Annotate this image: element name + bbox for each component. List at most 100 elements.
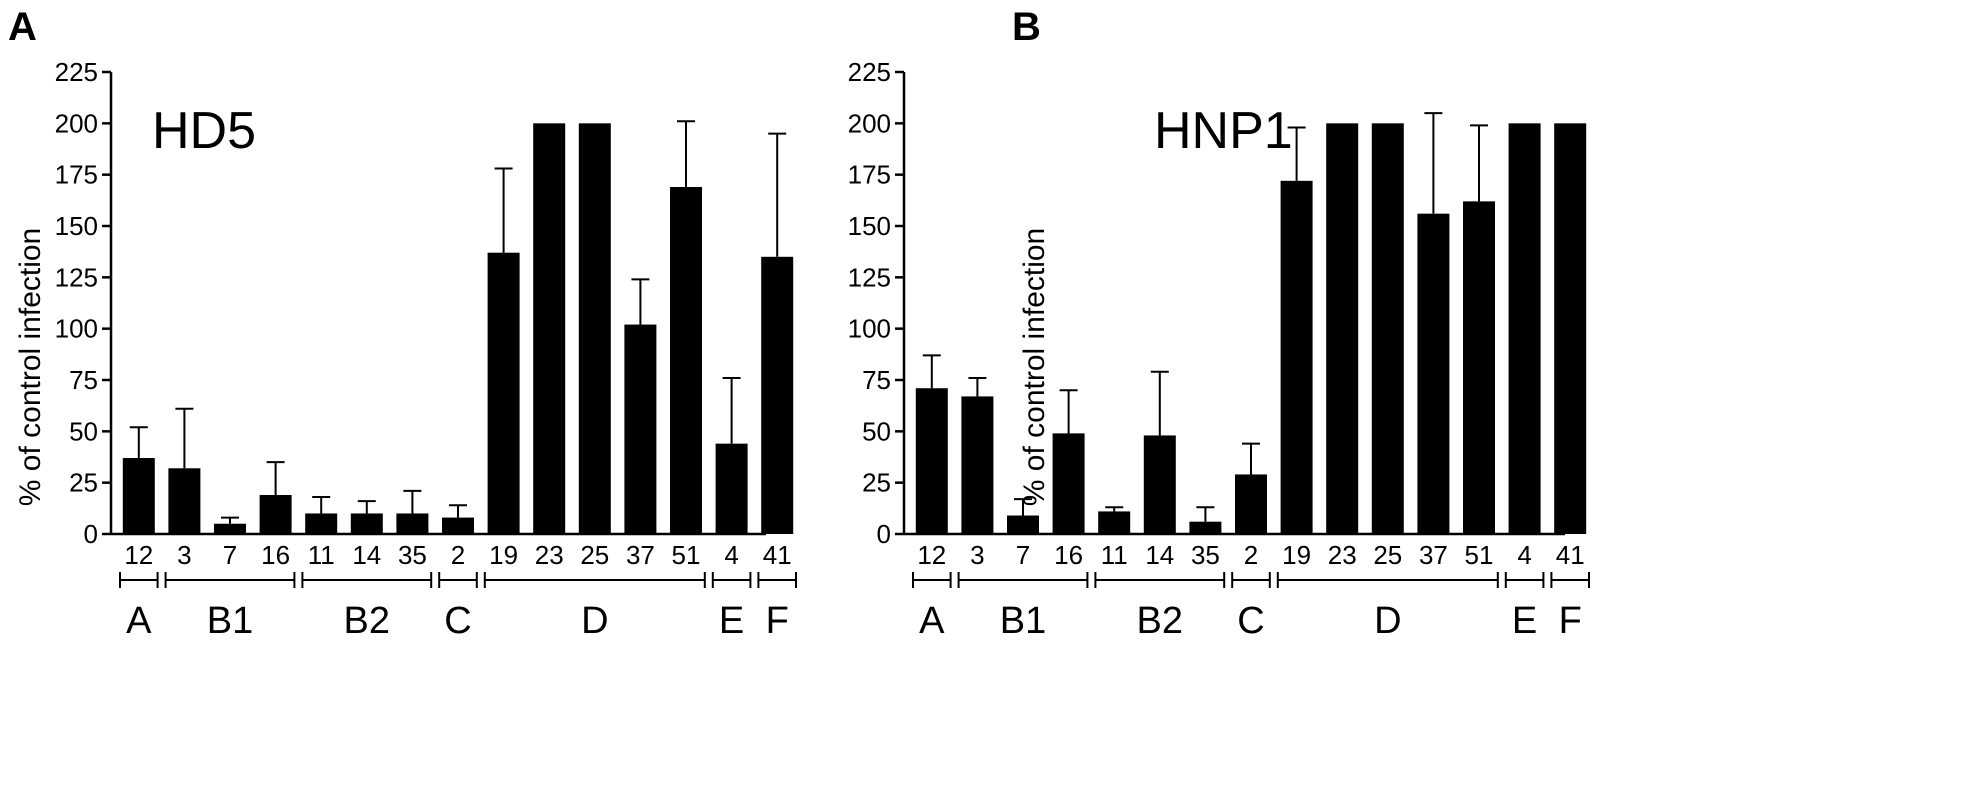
y-tick-label: 175 bbox=[848, 160, 891, 190]
y-axis-label: % of control infection bbox=[1018, 228, 1051, 506]
bar-37 bbox=[624, 324, 657, 534]
x-tick-label-12: 12 bbox=[917, 540, 946, 570]
y-tick-label: 225 bbox=[55, 57, 98, 87]
group-label-C: C bbox=[1237, 600, 1264, 642]
y-tick-label: 0 bbox=[84, 519, 98, 549]
y-tick-label: 100 bbox=[848, 314, 891, 344]
group-label-F: F bbox=[1559, 600, 1582, 642]
y-tick-label: 0 bbox=[877, 519, 891, 549]
x-tick-label-35: 35 bbox=[398, 540, 427, 570]
bar-7 bbox=[214, 523, 246, 534]
x-tick-label-35: 35 bbox=[1191, 540, 1220, 570]
y-tick-label: 75 bbox=[862, 365, 891, 395]
x-tick-label-19: 19 bbox=[1282, 540, 1311, 570]
group-brackets: A B1 B2 C D E F bbox=[912, 572, 1590, 642]
bar-2 bbox=[1235, 474, 1267, 534]
bar-23 bbox=[1326, 123, 1359, 534]
bar-19 bbox=[487, 252, 520, 534]
x-tick-label-3: 3 bbox=[970, 540, 984, 570]
bar-16 bbox=[259, 494, 292, 534]
x-tick-label-23: 23 bbox=[1328, 540, 1357, 570]
chart-title-hd5: HD5 bbox=[152, 102, 256, 160]
x-tick-label-23: 23 bbox=[535, 540, 564, 570]
bar-41 bbox=[1554, 123, 1587, 534]
y-tick-label: 50 bbox=[862, 416, 891, 446]
bar-12 bbox=[122, 458, 155, 534]
bar-35 bbox=[396, 513, 429, 534]
group-label-D: D bbox=[581, 600, 608, 642]
x-tick-label-14: 14 bbox=[352, 540, 381, 570]
y-axis-label: % of control infection bbox=[14, 228, 47, 506]
y-tick-label: 200 bbox=[848, 108, 891, 138]
x-tick-label-19: 19 bbox=[489, 540, 518, 570]
group-label-B1: B1 bbox=[1000, 600, 1046, 642]
x-tick-label-7: 7 bbox=[1016, 540, 1030, 570]
error-bars bbox=[129, 120, 787, 524]
bar-37 bbox=[1417, 213, 1450, 534]
x-tick-label-25: 25 bbox=[580, 540, 609, 570]
y-tick-label: 175 bbox=[55, 160, 98, 190]
bar-4 bbox=[715, 443, 748, 534]
axes: 0 25 50 75 100 125 150 175 200 225 bbox=[55, 57, 766, 549]
error-bars bbox=[922, 112, 1488, 522]
panel-b: B HNP1 % of control infection 0 25 50 75 100… bbox=[848, 5, 1590, 642]
bar-25 bbox=[578, 123, 611, 534]
x-tick-label-37: 37 bbox=[1419, 540, 1448, 570]
panel-letter-b: B bbox=[1012, 5, 1041, 49]
group-label-A: A bbox=[919, 600, 945, 642]
bar-3 bbox=[961, 396, 994, 534]
group-label-E: E bbox=[1512, 600, 1537, 642]
bar-14 bbox=[1143, 435, 1176, 534]
y-tick-label: 200 bbox=[55, 108, 98, 138]
bar-51 bbox=[670, 186, 702, 534]
x-tick-label-16: 16 bbox=[1054, 540, 1083, 570]
y-tick-label: 25 bbox=[69, 468, 98, 498]
x-tick-label-51: 51 bbox=[1465, 540, 1494, 570]
group-label-B2: B2 bbox=[344, 600, 390, 642]
x-tick-labels: 12 3 7 16 11 14 35 2 19 23 25 37 51 4 41 bbox=[917, 540, 1584, 570]
y-tick-label: 75 bbox=[69, 365, 98, 395]
x-tick-label-11: 11 bbox=[1101, 540, 1128, 570]
x-tick-label-12: 12 bbox=[124, 540, 153, 570]
y-tick-label: 125 bbox=[55, 262, 98, 292]
x-tick-labels: 12 3 7 16 11 14 35 2 19 23 25 37 51 4 41 bbox=[124, 540, 791, 570]
x-tick-label-4: 4 bbox=[1517, 540, 1531, 570]
bar-16 bbox=[1052, 433, 1085, 534]
y-tick-label: 25 bbox=[862, 468, 891, 498]
x-tick-label-7: 7 bbox=[223, 540, 237, 570]
y-tick-label: 125 bbox=[848, 262, 891, 292]
x-tick-label-51: 51 bbox=[672, 540, 701, 570]
y-tick-label: 150 bbox=[848, 211, 891, 241]
x-tick-label-41: 41 bbox=[1556, 540, 1585, 570]
x-tick-label-16: 16 bbox=[261, 540, 290, 570]
bar-7 bbox=[1007, 515, 1039, 534]
group-label-D: D bbox=[1374, 600, 1401, 642]
bar-4 bbox=[1508, 123, 1541, 534]
group-brackets: A B1 B2 C D E F bbox=[119, 572, 797, 642]
bars bbox=[122, 123, 794, 534]
group-label-B2: B2 bbox=[1137, 600, 1183, 642]
bar-11 bbox=[305, 513, 338, 534]
y-tick-label: 50 bbox=[69, 416, 98, 446]
group-label-E: E bbox=[719, 600, 744, 642]
bar-11 bbox=[1098, 511, 1131, 534]
bar-14 bbox=[350, 513, 383, 534]
y-tick-label: 150 bbox=[55, 211, 98, 241]
bar-23 bbox=[533, 123, 566, 534]
panel-letter-a: A bbox=[8, 5, 37, 49]
bar-35 bbox=[1189, 521, 1222, 534]
x-tick-label-2: 2 bbox=[1244, 540, 1258, 570]
chart-title-hnp1: HNP1 bbox=[1154, 102, 1293, 160]
panel-a: A HD5 % of control infection 0 25 50 75 100 1… bbox=[8, 5, 797, 642]
x-tick-label-25: 25 bbox=[1373, 540, 1402, 570]
y-tick-label: 100 bbox=[55, 314, 98, 344]
y-tick-label: 225 bbox=[848, 57, 891, 87]
group-label-F: F bbox=[766, 600, 789, 642]
x-tick-label-3: 3 bbox=[177, 540, 191, 570]
bar-51 bbox=[1463, 201, 1495, 535]
bar-19 bbox=[1280, 180, 1313, 534]
bar-41 bbox=[761, 256, 794, 534]
x-tick-label-4: 4 bbox=[724, 540, 738, 570]
bar-12 bbox=[915, 388, 948, 534]
